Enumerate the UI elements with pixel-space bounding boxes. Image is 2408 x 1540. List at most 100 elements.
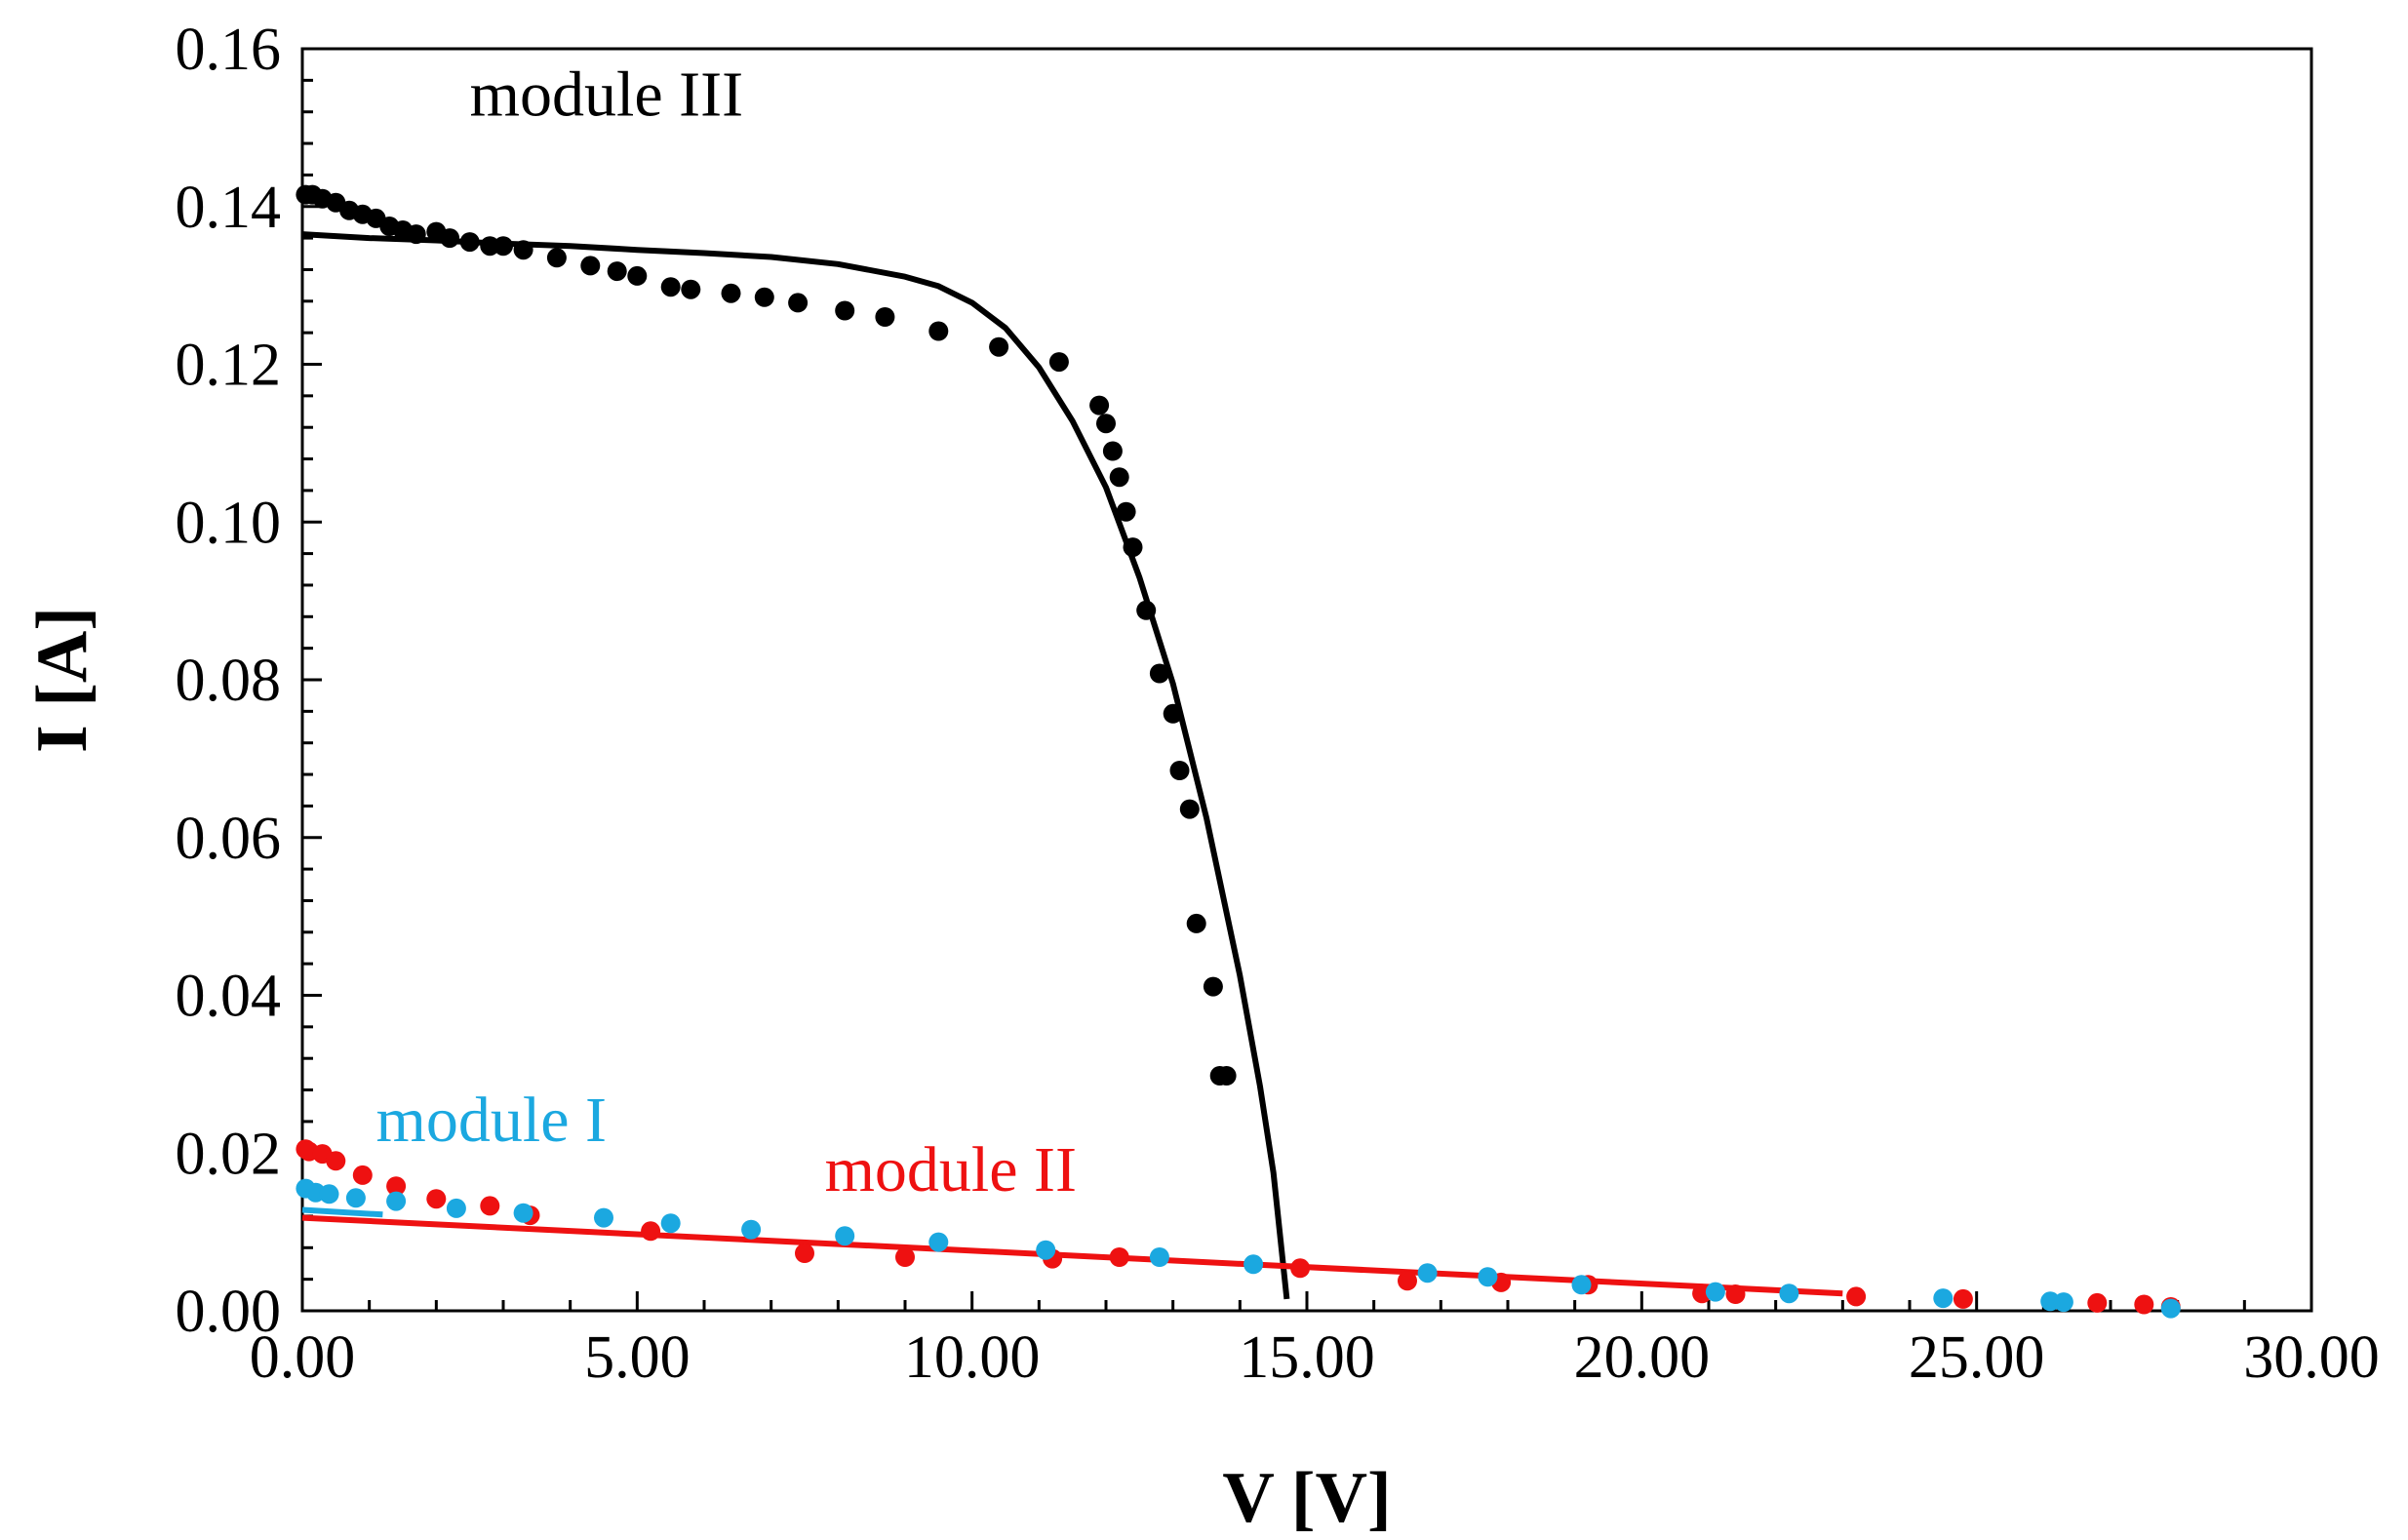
data-point [1571,1275,1592,1295]
data-point [1089,395,1110,415]
series-annotation: module I [376,1085,607,1156]
data-point [741,1219,762,1240]
series-annotation: module III [470,59,743,131]
data-point [835,300,855,321]
data-point [386,1176,407,1197]
data-point [1163,703,1183,724]
data-point [513,240,533,260]
data-point [386,1191,407,1211]
data-point [1102,441,1123,461]
data-point [326,1151,346,1171]
data-point [1243,1254,1264,1275]
data-point [2160,1298,2181,1319]
data-point [1933,1288,1954,1309]
data-point [1478,1267,1498,1287]
data-point [928,321,949,341]
data-point [319,1184,339,1204]
data-point [1036,1240,1056,1260]
data-point [459,232,480,253]
y-tick-label: 0.12 [176,333,282,399]
data-point [1136,600,1157,620]
y-tick-labels: 0.00 0.02 0.04 0.06 0.08 0.10 0.12 0.14 0.16 [176,17,282,1345]
data-point [1123,537,1143,558]
data-point [627,265,648,286]
x-tick-labels: 0.00 5.00 10.00 15.00 20.00 25.00 30.00 [250,1324,2380,1391]
x-tick-label: 15.00 [1239,1324,1375,1391]
data-point [594,1207,613,1228]
data-point [426,1189,447,1209]
data-point [1109,1247,1129,1267]
data-point [1149,1247,1169,1267]
data-point [1109,467,1129,488]
data-point [440,228,460,249]
data-point [1203,976,1223,997]
data-point [660,277,681,297]
data-point [1179,799,1200,819]
series-line [301,1214,1843,1297]
data-point [2053,1292,2073,1313]
data-point [493,236,513,257]
x-tick-label: 20.00 [1574,1324,1711,1391]
data-point [754,287,774,307]
series-annotation: module II [825,1134,1077,1205]
data-point [546,248,567,268]
data-point [1096,414,1116,434]
y-tick-label: 0.16 [176,17,282,83]
data-point [480,1196,500,1216]
y-tick-label: 0.02 [176,1121,282,1187]
data-point [928,1232,949,1252]
data-point [795,1244,814,1263]
data-point [660,1213,681,1234]
annotations: module III module I module II [376,59,1078,1205]
data-point [835,1226,855,1246]
data-point [1779,1283,1799,1304]
data-point [1725,1284,1746,1304]
x-axis-title: V [V] [1222,1458,1391,1538]
data-point [1186,913,1206,933]
data-point [788,293,809,313]
data-point [989,336,1009,357]
data-point [1398,1271,1417,1291]
series-line [301,1206,383,1218]
y-tick-label: 0.06 [176,806,282,872]
data-point [875,307,895,327]
data-point [2134,1294,2154,1315]
data-point [580,256,601,276]
data-point [1149,663,1169,684]
data-point [406,224,426,245]
data-point [1846,1286,1867,1307]
y-tick-label: 0.10 [176,490,282,556]
data-point [352,1165,373,1185]
y-tick-label: 0.00 [176,1279,282,1345]
data-point [1953,1288,1973,1309]
data-point [513,1203,533,1223]
data-point [1290,1258,1311,1279]
series-line [301,231,1290,1300]
x-tick-label: 5.00 [584,1324,691,1391]
x-tick-label: 25.00 [1909,1324,2045,1391]
data-point [641,1221,661,1242]
data-point [1417,1263,1438,1283]
data-point [1116,501,1136,522]
x-tick-label: 0.00 [250,1324,356,1391]
data-point [1216,1066,1237,1086]
y-tick-label: 0.08 [176,648,282,714]
data-point [721,283,741,303]
data-point [480,236,500,257]
data-point [1705,1282,1725,1302]
x-tick-label: 10.00 [904,1324,1041,1391]
data-point [446,1198,466,1218]
data-point [895,1247,915,1267]
data-point [607,261,627,282]
data-point [2087,1292,2108,1313]
measured-points [296,184,2181,1319]
y-axis-title: I [A] [22,607,102,753]
data-point [1169,761,1190,780]
data-point [681,279,701,299]
data-point [1048,352,1069,373]
y-tick-label: 0.04 [176,964,282,1030]
y-tick-label: 0.14 [176,175,282,241]
x-tick-label: 30.00 [2243,1324,2380,1391]
data-point [345,1188,366,1208]
